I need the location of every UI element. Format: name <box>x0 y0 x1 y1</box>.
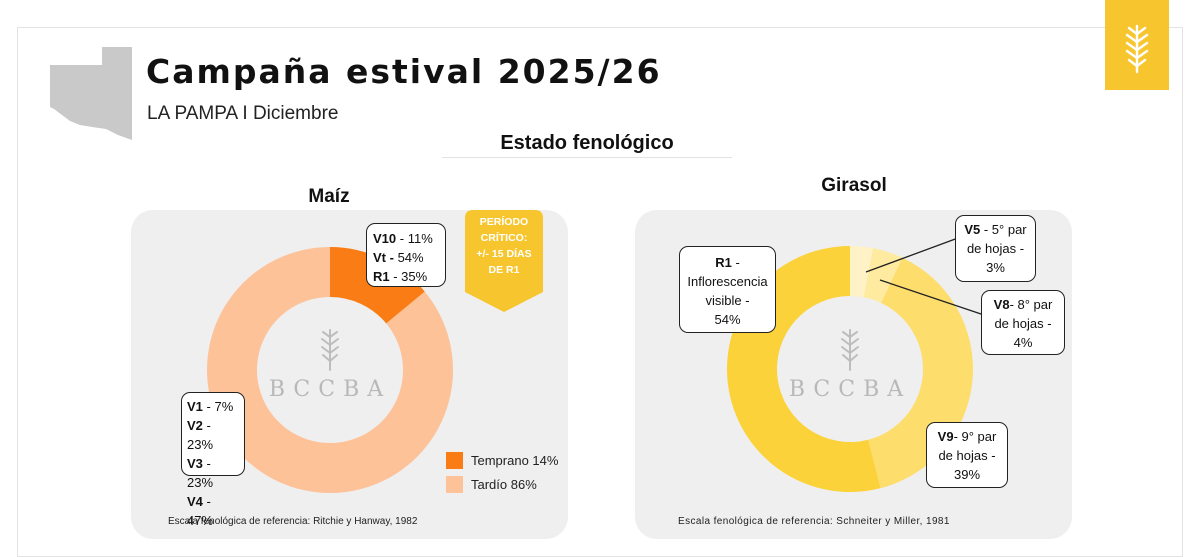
callout-line: Vt - 54% <box>373 250 424 265</box>
page-title: Campaña estival 2025/26 <box>146 52 662 91</box>
brand-logo <box>1105 0 1169 90</box>
girasol-slice-0 <box>850 246 874 298</box>
callout-line: V10 - 11% <box>373 231 433 246</box>
legend-swatch <box>446 452 463 469</box>
wheat-icon <box>841 329 859 371</box>
girasol-reference-note: Escala fenológica de referencia: Schneit… <box>678 516 950 527</box>
section-divider <box>442 157 732 158</box>
maiz-slice-1 <box>207 247 453 493</box>
girasol-v5-callout: V5 - 5° par de hojas - 3% <box>955 215 1036 282</box>
v5-leader-line <box>865 237 959 273</box>
girasol-v8-callout: V8- 8° par de hojas - 4% <box>981 290 1065 355</box>
callout-line: V3 - 23% <box>187 456 214 490</box>
critical-period-text: PERÍODO CRÍTICO: +/- 15 DÍAS DE R1 <box>476 216 532 276</box>
maiz-watermark: BCCBA <box>258 326 402 402</box>
maiz-tardio-callout: V1 - 7% V2 - 23% V3 - 23% V4 - 47% <box>181 392 245 528</box>
critical-period-badge <box>465 210 543 312</box>
v8-leader-line <box>879 279 985 316</box>
maiz-reference-note: Escala fenológica de referencia: Ritchie… <box>168 516 418 527</box>
callout-line: V2 - 23% <box>187 418 214 452</box>
maiz-chart-title: Maíz <box>308 186 350 207</box>
girasol-chart-title: Girasol <box>821 175 887 196</box>
wheat-icon <box>321 329 339 371</box>
watermark-text: BCCBA <box>788 377 912 402</box>
wheat-icon <box>1125 24 1149 74</box>
watermark-text: BCCBA <box>268 377 392 402</box>
girasol-r1-callout: R1 - Inflorescencia visible - 54% <box>679 246 776 333</box>
page-subtitle: LA PAMPA I Diciembre <box>147 103 339 124</box>
legend-swatch <box>446 476 463 493</box>
section-title: Estado fenológico <box>500 132 674 154</box>
girasol-leader-lines <box>865 237 985 316</box>
callout-line: V1 - 7% <box>187 399 234 414</box>
callout-line: R1 - 35% <box>373 269 428 284</box>
la-pampa-map-icon <box>50 47 132 140</box>
maiz-temprano-callout: V10 - 11% Vt - 54% R1 - 35% <box>366 223 446 287</box>
legend-label: Tardío 86% <box>471 477 537 492</box>
legend-label: Temprano 14% <box>471 453 559 468</box>
girasol-watermark: BCCBA <box>778 326 922 402</box>
legend-item-temprano: Temprano 14% <box>446 452 558 469</box>
girasol-v9-callout: V9- 9° par de hojas - 39% <box>926 422 1008 488</box>
legend-item-tardio: Tardío 86% <box>446 476 537 493</box>
callout-line: V4 - 47% <box>187 494 214 528</box>
